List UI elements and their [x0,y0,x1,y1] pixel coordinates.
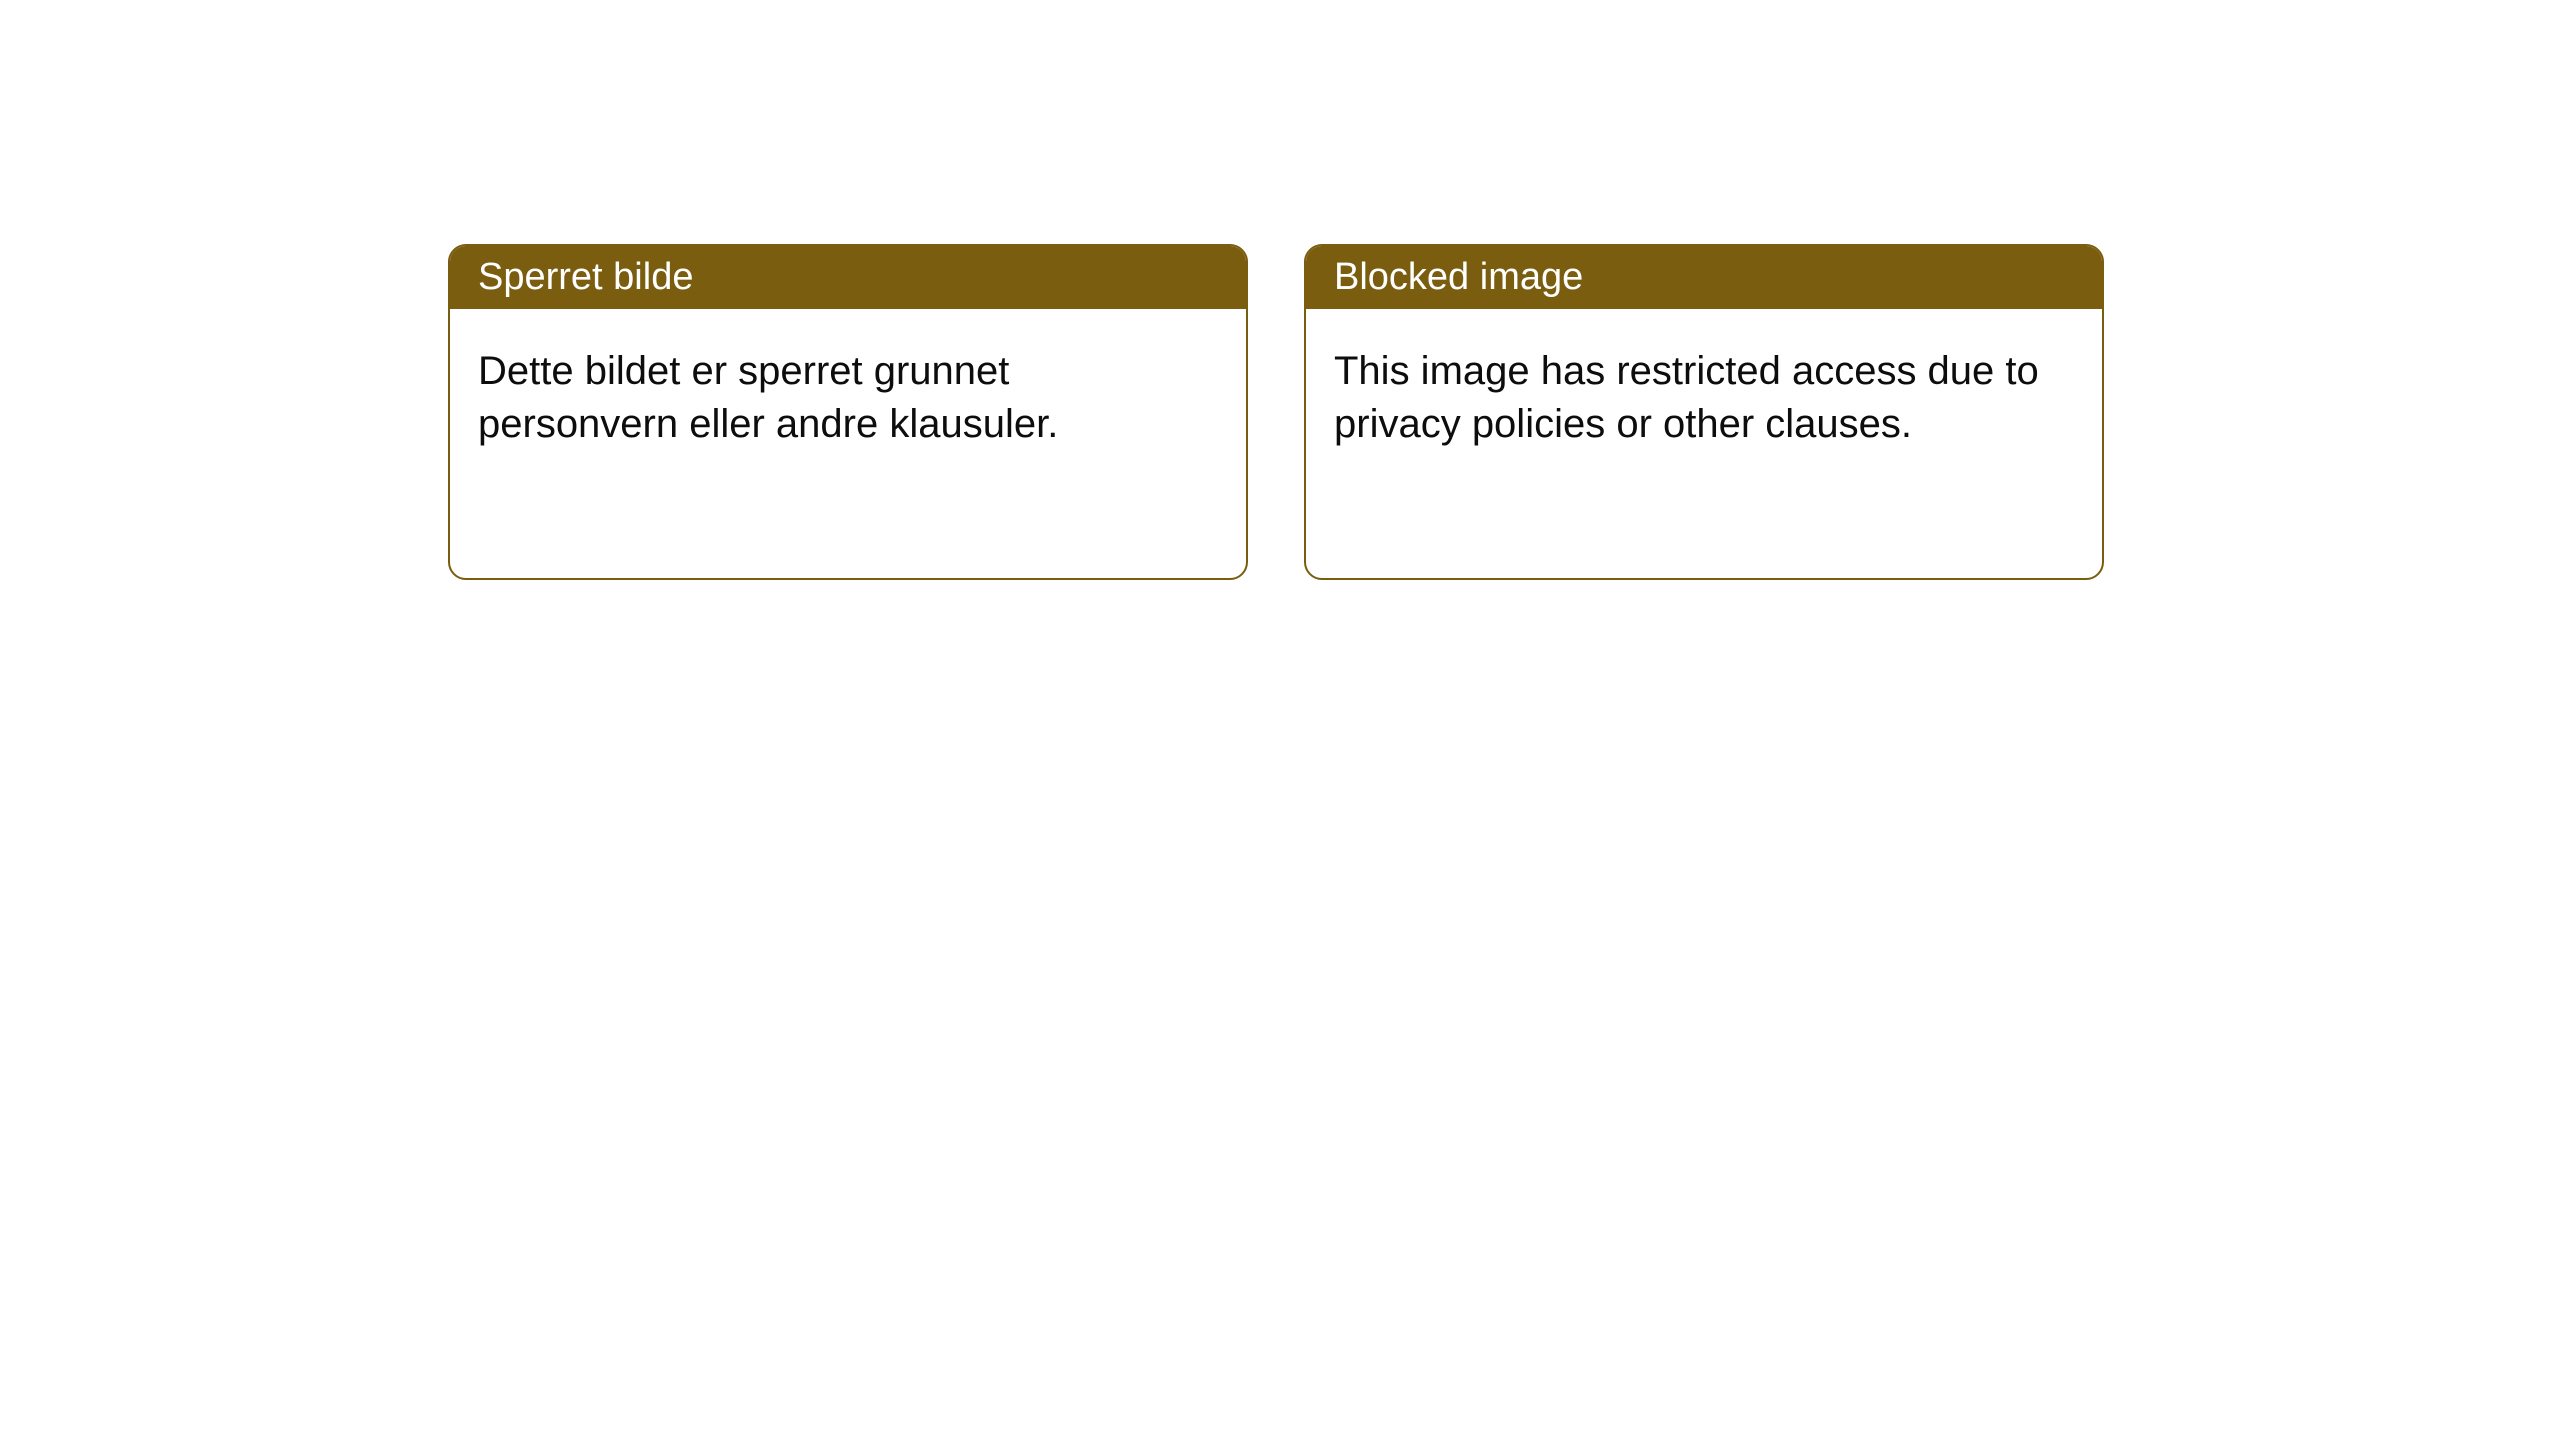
notice-card-body: Dette bildet er sperret grunnet personve… [450,309,1246,487]
notice-card-title: Blocked image [1306,246,2102,309]
notice-card-title: Sperret bilde [450,246,1246,309]
notice-card-no: Sperret bilde Dette bildet er sperret gr… [448,244,1248,580]
notice-container: Sperret bilde Dette bildet er sperret gr… [0,0,2560,580]
notice-card-body: This image has restricted access due to … [1306,309,2102,487]
notice-card-en: Blocked image This image has restricted … [1304,244,2104,580]
